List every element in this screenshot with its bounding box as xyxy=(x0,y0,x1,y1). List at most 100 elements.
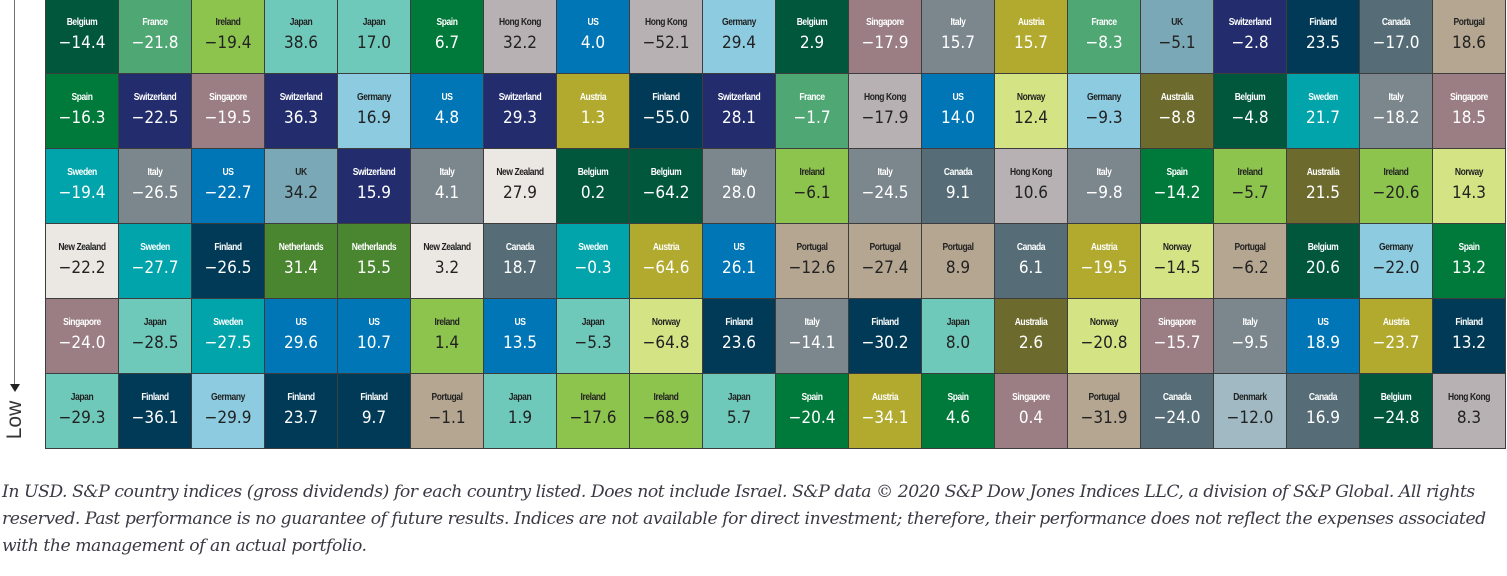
cell-country: Belgium xyxy=(1380,392,1412,403)
grid-cell: Hong Kong 10.6 xyxy=(994,148,1068,224)
grid-cell: Singapore −15.7 xyxy=(1140,298,1214,374)
cell-country: US xyxy=(514,317,526,328)
cell-value: −19.4 xyxy=(204,33,252,53)
cell-country: Ireland xyxy=(653,392,679,403)
grid-cell: US 4.0 xyxy=(556,0,630,74)
cell-country: Austria xyxy=(579,92,607,103)
cell-country: Hong Kong xyxy=(499,17,541,28)
grid-cell: Spain −16.3 xyxy=(45,73,119,149)
cell-country: Singapore xyxy=(1450,92,1488,103)
cell-value: −6.1 xyxy=(793,183,831,203)
cell-country: Norway xyxy=(1089,317,1119,328)
cell-country: Italy xyxy=(1242,317,1258,328)
cell-country: Portugal xyxy=(796,242,828,253)
cell-country: Portugal xyxy=(942,242,974,253)
cell-value: −8.8 xyxy=(1158,108,1196,128)
cell-country: Portugal xyxy=(1088,392,1120,403)
grid-cell: US −22.7 xyxy=(191,148,265,224)
grid-cell: Singapore 0.4 xyxy=(994,373,1068,449)
cell-value: 23.6 xyxy=(721,333,757,353)
cell-country: Germany xyxy=(1379,242,1413,253)
cell-value: −19.5 xyxy=(1080,258,1128,278)
grid-cell: Sweden −27.7 xyxy=(118,223,192,299)
cell-value: −52.1 xyxy=(642,33,690,53)
cell-value: 1.9 xyxy=(507,408,533,428)
cell-value: −20.6 xyxy=(1372,183,1420,203)
cell-value: −24.5 xyxy=(861,183,909,203)
cell-country: Portugal xyxy=(1234,242,1266,253)
cell-country: Finland xyxy=(1455,317,1483,328)
grid-cell: Austria −34.1 xyxy=(848,373,922,449)
cell-country: Spain xyxy=(71,92,93,103)
cell-country: Denmark xyxy=(1233,392,1267,403)
grid-cell: Portugal −27.4 xyxy=(848,223,922,299)
cell-value: −20.4 xyxy=(788,408,836,428)
grid-cell: Japan −28.5 xyxy=(118,298,192,374)
cell-country: Japan xyxy=(946,317,970,328)
grid-cell: Belgium −64.2 xyxy=(629,148,703,224)
grid-cell: France −21.8 xyxy=(118,0,192,74)
grid-cell: US 18.9 xyxy=(1286,298,1360,374)
cell-value: 18.9 xyxy=(1305,333,1341,353)
grid-cell: Japan 5.7 xyxy=(702,373,776,449)
cell-value: 29.3 xyxy=(502,108,538,128)
cell-value: −24.0 xyxy=(1153,408,1201,428)
cell-value: 38.6 xyxy=(283,33,319,53)
cell-value: 9.1 xyxy=(945,183,971,203)
grid-cell: Norway 12.4 xyxy=(994,73,1068,149)
cell-value: −18.2 xyxy=(1372,108,1420,128)
cell-country: Spain xyxy=(1458,242,1480,253)
cell-value: 18.5 xyxy=(1451,108,1487,128)
grid-cell: Belgium 0.2 xyxy=(556,148,630,224)
grid-cell: Canada −24.0 xyxy=(1140,373,1214,449)
grid-cell: Ireland −6.1 xyxy=(775,148,849,224)
cell-country: US xyxy=(368,317,380,328)
cell-country: Portugal xyxy=(869,242,901,253)
grid-cell: Spain 6.7 xyxy=(410,0,484,74)
cell-value: 13.5 xyxy=(502,333,538,353)
cell-country: Netherlands xyxy=(278,242,324,253)
grid-cell: Italy −26.5 xyxy=(118,148,192,224)
cell-country: Italy xyxy=(1388,92,1404,103)
cell-value: 17.0 xyxy=(356,33,392,53)
cell-country: Austria xyxy=(871,392,899,403)
cell-country: Finland xyxy=(725,317,753,328)
cell-country: Japan xyxy=(362,17,386,28)
cell-country: Switzerland xyxy=(498,92,542,103)
returns-grid: Belgium −14.4 France −21.8 Ireland −19.4 Japan… xyxy=(45,0,1506,449)
grid-cell: Canada −17.0 xyxy=(1359,0,1433,74)
cell-country: Germany xyxy=(722,17,756,28)
cell-country: Italy xyxy=(731,167,747,178)
cell-value: −17.6 xyxy=(569,408,617,428)
grid-cell: New Zealand −22.2 xyxy=(45,223,119,299)
grid-cell: Hong Kong 32.2 xyxy=(483,0,557,74)
cell-value: −24.0 xyxy=(58,333,106,353)
grid-cell: Australia 2.6 xyxy=(994,298,1068,374)
cell-country: Japan xyxy=(581,317,605,328)
cell-value: −29.3 xyxy=(58,408,106,428)
cell-value: −27.5 xyxy=(204,333,252,353)
cell-country: Netherlands xyxy=(351,242,397,253)
cell-value: −14.1 xyxy=(788,333,836,353)
cell-value: −22.7 xyxy=(204,183,252,203)
cell-value: −26.5 xyxy=(204,258,252,278)
grid-cell: US 4.8 xyxy=(410,73,484,149)
cell-value: 34.2 xyxy=(283,183,319,203)
cell-country: Hong Kong xyxy=(864,92,906,103)
cell-value: −19.5 xyxy=(204,108,252,128)
grid-cell: Canada 16.9 xyxy=(1286,373,1360,449)
cell-country: Hong Kong xyxy=(1448,392,1490,403)
grid-cell: New Zealand 27.9 xyxy=(483,148,557,224)
cell-value: −9.8 xyxy=(1085,183,1123,203)
cell-country: Finland xyxy=(214,242,242,253)
cell-value: −26.5 xyxy=(131,183,179,203)
arrow-down-icon xyxy=(10,384,20,392)
grid-cell: Singapore −17.9 xyxy=(848,0,922,74)
cell-value: −16.3 xyxy=(58,108,106,128)
cell-country: Sweden xyxy=(578,242,608,253)
grid-cell: Canada 18.7 xyxy=(483,223,557,299)
cell-country: Canada xyxy=(943,167,973,178)
axis-line xyxy=(14,0,15,386)
grid-cell: Netherlands 31.4 xyxy=(264,223,338,299)
cell-country: Ireland xyxy=(1383,167,1409,178)
